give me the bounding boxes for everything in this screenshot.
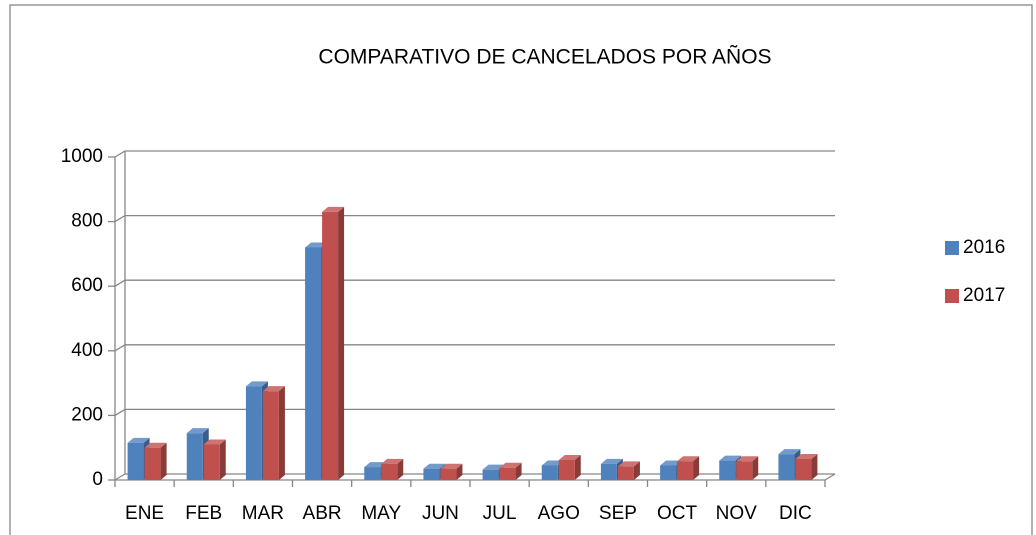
bar [381,463,398,480]
bar-top [127,437,150,443]
legend-swatch [945,289,959,303]
grid-line [114,150,835,158]
x-tick-label: NOV [716,503,758,524]
grid-line [114,473,835,481]
bar [262,391,279,480]
bar-side [456,463,463,480]
grid-line [114,214,835,223]
chart-frame [9,4,1033,535]
bar-top [245,381,268,387]
bar-top [186,428,209,434]
bar-top [482,464,505,470]
legend-swatch [945,241,959,255]
bar-side [633,461,640,480]
bar [541,465,558,480]
bar [245,386,262,480]
x-tick-label: ABR [303,503,342,524]
bar-top [677,456,700,462]
bar-top [719,455,742,461]
bar-top [440,463,463,469]
y-tick-label: 800 [71,211,103,232]
bar-side [693,456,700,480]
bar-top [541,460,564,466]
bar-top [558,454,581,460]
x-tick-label: JUN [422,503,459,524]
y-tick-label: 400 [71,340,103,361]
bar [795,459,812,480]
x-tick-label: MAR [242,503,284,524]
grid-line [114,279,835,287]
bar [499,467,516,480]
y-tick-label: 1000 [61,146,103,167]
bar-side [515,462,522,480]
bar [617,466,634,480]
bar-top [381,458,404,464]
bar-top [423,463,446,469]
bar-side [574,454,581,480]
bar [127,442,144,480]
bar [364,467,381,480]
y-tick-label: 600 [71,275,103,296]
bar-top [660,460,683,466]
bar-top [144,442,167,448]
bar-top [262,386,285,392]
bar [558,459,575,480]
grid-line [114,344,835,352]
bar [482,469,499,480]
bar [719,460,736,480]
x-tick-label: AGO [538,503,580,524]
bar-top [795,454,818,460]
bar [203,444,220,480]
bar-top [322,206,345,212]
bar [600,463,617,480]
bar-side [811,454,818,480]
bar [440,468,457,480]
bar-top [305,242,328,248]
bar-top [499,462,522,468]
bar-side [160,442,167,480]
bar [778,454,795,480]
bar-top [736,456,759,462]
y-tick-label: 0 [92,469,103,490]
bar-top [364,462,387,468]
bar [736,461,753,480]
bar-top [617,461,640,467]
x-tick-label: FEB [185,503,222,524]
bar-side [338,206,345,480]
bar [423,468,440,480]
x-tick-label: SEP [599,503,637,524]
bar-side [752,456,759,480]
bar [677,461,694,480]
bar [322,211,339,480]
bar [144,447,161,480]
legend-label: 2016 [963,237,1005,258]
bar [660,465,677,480]
bar-side [397,458,404,480]
grid-line [114,408,835,416]
x-tick-label: ENE [125,503,164,524]
y-tick-label: 200 [71,404,103,425]
bar-side [219,439,226,480]
bar [186,433,203,480]
bar-side [278,386,285,480]
x-tick-label: JUL [483,503,517,524]
bar-top [778,449,801,455]
chart-title: COMPARATIVO DE CANCELADOS POR AÑOS [318,45,771,69]
bar-top [203,439,226,445]
bar [305,247,322,480]
legend-label: 2017 [963,285,1005,306]
x-tick-label: MAY [361,503,401,524]
x-tick-label: DIC [779,503,812,524]
bar-top [600,458,623,464]
x-tick-label: OCT [657,503,698,524]
